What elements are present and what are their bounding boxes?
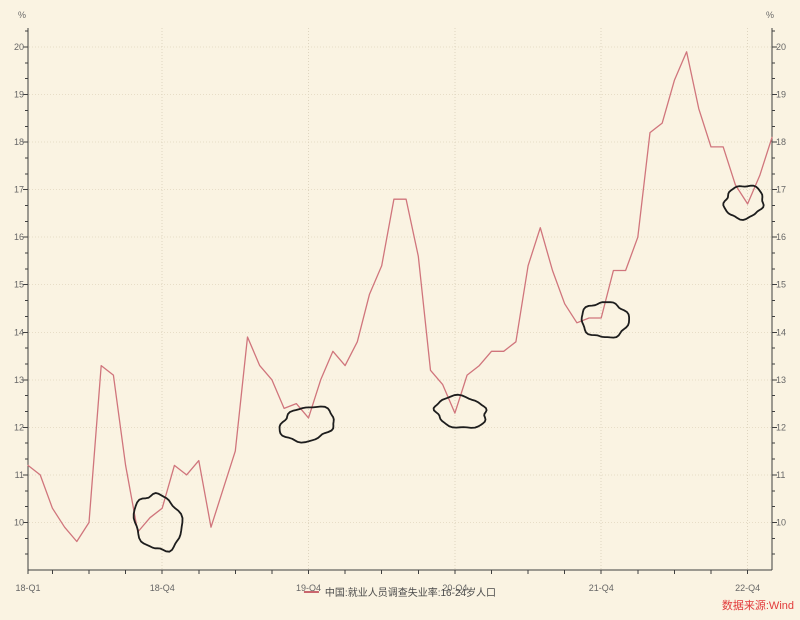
y-tick-label-left: 19 (14, 90, 24, 100)
y-tick-label-left: 20 (14, 42, 24, 52)
y-tick-label-right: 20 (776, 42, 786, 52)
series-line (27, 51, 773, 543)
x-tick-label: 18-Q1 (15, 583, 40, 593)
y-tick-label-right: 11 (776, 470, 785, 480)
y-tick-label-right: 14 (776, 327, 786, 337)
y-tick-label-right: 19 (776, 90, 786, 100)
hand-drawn-circle-annotation (580, 301, 630, 339)
y-tick-label-right: 16 (776, 232, 786, 242)
legend: 中国:就业人员调查失业率:16-24岁人口 (303, 584, 497, 599)
x-tick-label: 18-Q4 (150, 583, 175, 593)
x-tick-label: 19-Q4 (296, 583, 321, 593)
y-tick-label-right: 18 (776, 137, 786, 147)
y-tick-label-left: 12 (14, 422, 24, 432)
y-tick-label-left: 18 (14, 137, 24, 147)
y-tick-label-left: 13 (14, 375, 24, 385)
hand-drawn-circle-annotation (432, 393, 488, 429)
hand-drawn-circle-annotation (132, 492, 184, 553)
hand-drawn-circle-annotation (278, 405, 335, 444)
y-tick-label-right: 12 (776, 422, 786, 432)
y-tick-label-left: 16 (14, 232, 24, 242)
y-axis-unit-right: % (766, 10, 774, 20)
legend-line-marker (303, 590, 319, 593)
y-tick-label-left: 17 (14, 185, 24, 195)
y-tick-label-right: 15 (776, 280, 786, 290)
x-tick-label: 22-Q4 (735, 583, 760, 593)
y-tick-label-right: 13 (776, 375, 786, 385)
y-tick-label-right: 10 (776, 518, 786, 528)
y-tick-label-left: 15 (14, 280, 24, 290)
y-tick-label-left: 14 (14, 327, 24, 337)
y-tick-label-right: 17 (776, 185, 786, 195)
y-tick-label-left: 11 (15, 470, 24, 480)
y-tick-label-left: 10 (14, 518, 24, 528)
legend-series-label: 中国:就业人员调查失业率:16-24岁人口 (324, 588, 497, 599)
x-tick-label: 21-Q4 (589, 583, 614, 593)
x-tick-label: 20-Q4 (442, 583, 467, 593)
data-source-label: 数据来源:Wind (721, 600, 794, 612)
y-axis-unit-left: % (18, 10, 26, 20)
hand-drawn-circle-annotation (722, 184, 765, 221)
